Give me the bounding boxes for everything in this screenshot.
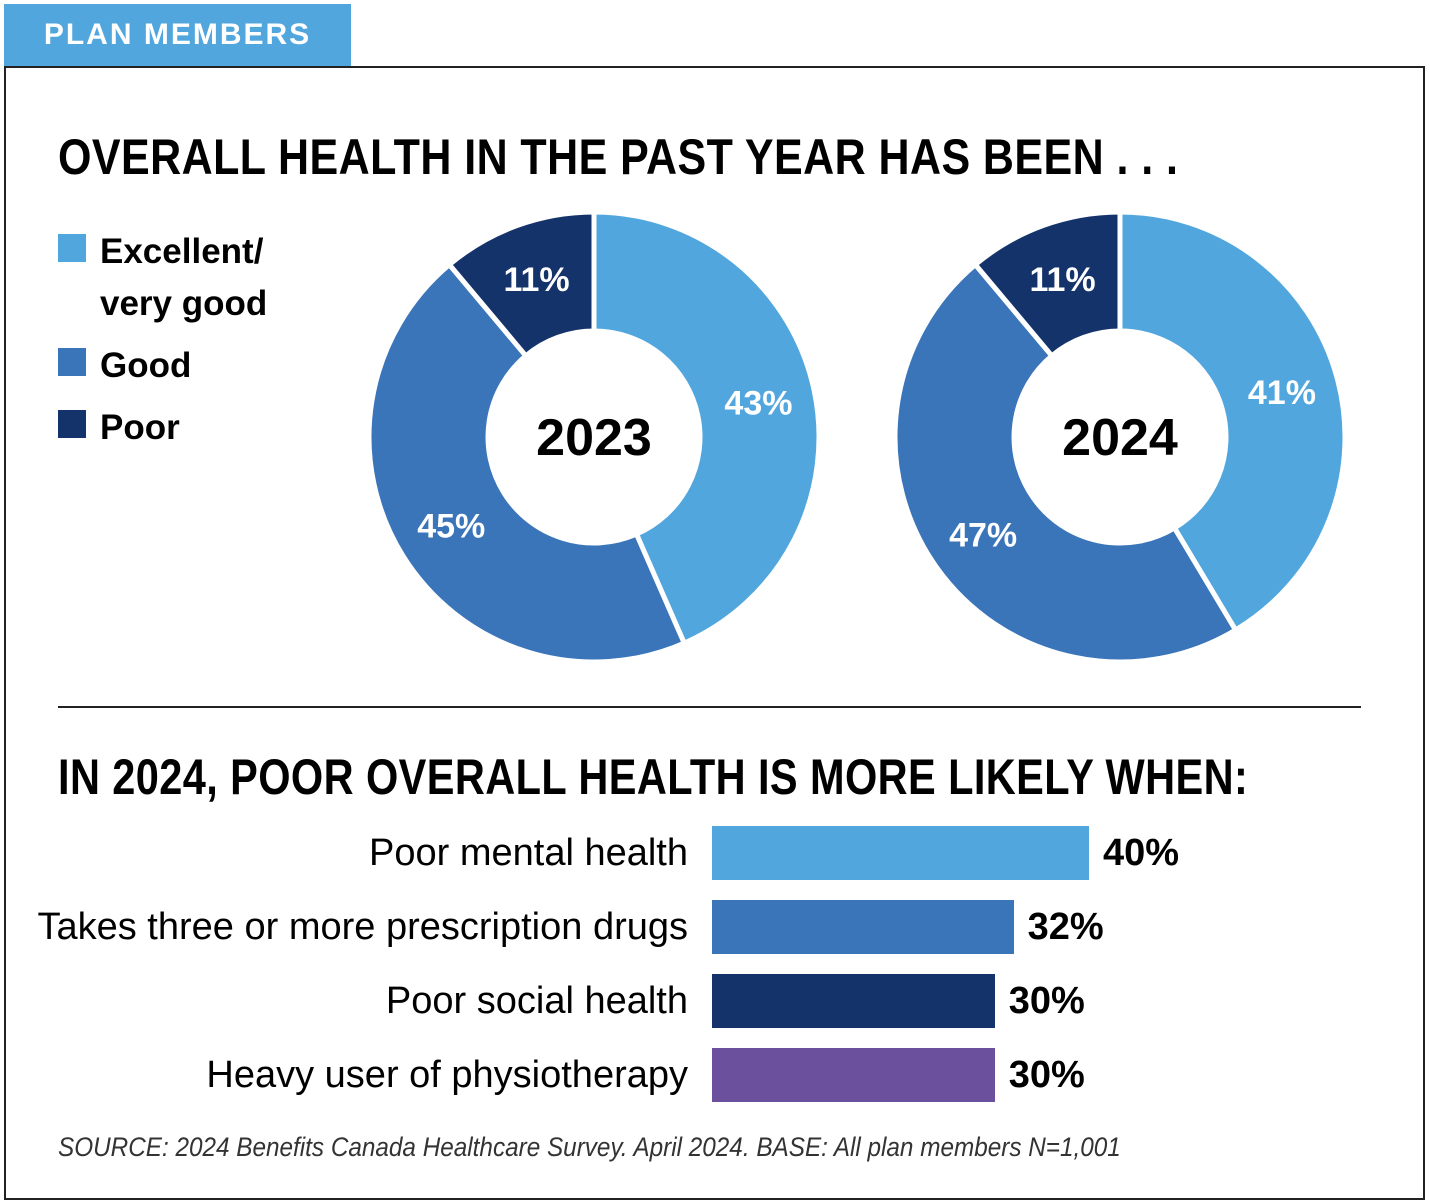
legend-label-poor: Poor xyxy=(100,408,180,447)
bar xyxy=(712,826,1089,880)
bar-row: Heavy user of physiotherapy 30% xyxy=(0,1048,1430,1102)
legend-swatch-poor xyxy=(58,410,86,438)
top-chart-title: OVERALL HEALTH IN THE PAST YEAR HAS BEEN… xyxy=(58,129,1179,185)
donut-slice-label-poor: 11% xyxy=(503,261,569,299)
donut-slice-excellent xyxy=(591,209,822,647)
donut-chart-2024: 41% 47% 11% 2024 xyxy=(892,209,1348,665)
legend-item-poor: Poor xyxy=(58,402,320,454)
legend-swatch-good xyxy=(58,348,86,376)
bar-value-label: 30% xyxy=(1008,980,1085,1022)
legend-item-good: Good xyxy=(58,340,320,392)
bar xyxy=(712,1048,995,1102)
bar xyxy=(712,974,995,1028)
donut-slice-poor xyxy=(971,209,1123,360)
donut-center-label: 2024 xyxy=(1062,409,1178,467)
bar-category-label: Poor social health xyxy=(385,980,688,1022)
bar-row: Poor mental health 40% xyxy=(0,826,1430,880)
legend-label-good: Good xyxy=(100,346,192,385)
bar-category-label: Heavy user of physiotherapy xyxy=(206,1054,688,1096)
donut-slice-good xyxy=(366,261,688,665)
donut-slice-poor xyxy=(445,209,597,360)
bottom-chart-title: IN 2024, POOR OVERALL HEALTH IS MORE LIK… xyxy=(58,749,1249,805)
bar xyxy=(712,900,1014,954)
bar-row: Takes three or more prescription drugs 32… xyxy=(0,900,1430,954)
bar-category-label: Poor mental health xyxy=(369,832,688,874)
bar-value-label: 30% xyxy=(1008,1054,1085,1096)
donut-center-label: 2023 xyxy=(536,409,652,467)
donut-chart-2023: 43% 45% 11% 2023 xyxy=(366,209,822,665)
donut-slice-label-excellent: 43% xyxy=(724,385,792,423)
donut-slice-label-good: 47% xyxy=(949,516,1017,554)
donut-slice-good xyxy=(892,261,1240,665)
section-tag: PLAN MEMBERS xyxy=(4,4,351,66)
bar-value-label: 32% xyxy=(1027,906,1104,948)
donut-slice-excellent xyxy=(1117,209,1348,634)
bar-row: Poor social health 30% xyxy=(0,974,1430,1028)
legend-swatch-excellent xyxy=(58,234,86,262)
donut-slice-label-good: 45% xyxy=(417,508,485,546)
donut-slice-label-poor: 11% xyxy=(1029,261,1095,299)
donut-slice-label-excellent: 41% xyxy=(1248,374,1316,412)
bar-value-label: 40% xyxy=(1103,832,1180,874)
legend-item-excellent: Excellent/ very good xyxy=(58,226,320,330)
chart-frame xyxy=(4,66,1425,1200)
source-note: SOURCE: 2024 Benefits Canada Healthcare … xyxy=(58,1132,1121,1162)
legend: Excellent/ very good Good Poor xyxy=(58,226,320,464)
legend-label-excellent: Excellent/ very good xyxy=(100,232,268,323)
section-divider xyxy=(58,706,1361,708)
bar-category-label: Takes three or more prescription drugs xyxy=(37,906,688,948)
